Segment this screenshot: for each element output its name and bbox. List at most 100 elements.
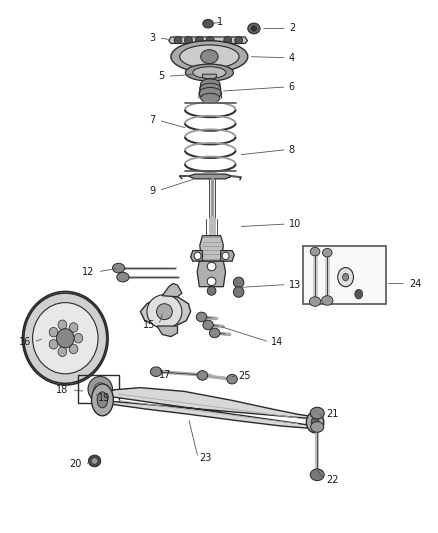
- Ellipse shape: [201, 50, 218, 63]
- Text: 4: 4: [289, 53, 295, 63]
- Text: 7: 7: [149, 115, 155, 125]
- Text: 15: 15: [143, 320, 155, 330]
- Ellipse shape: [113, 263, 125, 273]
- Bar: [78, 375, 119, 403]
- Ellipse shape: [58, 347, 67, 357]
- Ellipse shape: [227, 374, 237, 384]
- Ellipse shape: [209, 328, 220, 338]
- Text: 3: 3: [149, 33, 155, 43]
- Text: 18: 18: [56, 385, 68, 395]
- Ellipse shape: [201, 93, 220, 103]
- Ellipse shape: [171, 41, 248, 72]
- Polygon shape: [169, 37, 247, 43]
- Ellipse shape: [207, 277, 216, 286]
- Polygon shape: [197, 261, 226, 287]
- Ellipse shape: [199, 87, 222, 99]
- Polygon shape: [221, 251, 234, 261]
- Ellipse shape: [207, 287, 216, 295]
- Ellipse shape: [306, 411, 324, 433]
- Polygon shape: [141, 296, 191, 326]
- Text: 8: 8: [289, 144, 295, 155]
- Ellipse shape: [251, 26, 257, 31]
- Ellipse shape: [92, 458, 97, 464]
- Text: 6: 6: [289, 82, 295, 92]
- Ellipse shape: [310, 247, 320, 256]
- Ellipse shape: [309, 297, 321, 306]
- Ellipse shape: [32, 303, 98, 374]
- Polygon shape: [157, 326, 177, 337]
- Bar: [303, 246, 386, 304]
- Ellipse shape: [49, 327, 58, 337]
- Ellipse shape: [117, 272, 129, 282]
- Text: 20: 20: [69, 459, 81, 469]
- Ellipse shape: [203, 320, 213, 330]
- Text: 1: 1: [217, 17, 223, 27]
- Ellipse shape: [207, 262, 216, 271]
- Ellipse shape: [203, 19, 213, 28]
- Ellipse shape: [24, 293, 107, 383]
- Ellipse shape: [194, 252, 201, 260]
- Text: 16: 16: [19, 337, 31, 347]
- Polygon shape: [200, 236, 223, 261]
- Ellipse shape: [97, 392, 108, 408]
- Ellipse shape: [185, 64, 233, 81]
- Ellipse shape: [88, 376, 113, 402]
- Polygon shape: [191, 251, 202, 261]
- Ellipse shape: [99, 398, 105, 405]
- Ellipse shape: [224, 36, 232, 44]
- Text: 5: 5: [158, 71, 164, 82]
- Ellipse shape: [196, 312, 207, 322]
- Text: 2: 2: [289, 23, 295, 34]
- Ellipse shape: [222, 252, 229, 260]
- Ellipse shape: [150, 367, 162, 376]
- Text: 14: 14: [272, 337, 284, 347]
- Polygon shape: [188, 174, 232, 179]
- Ellipse shape: [57, 329, 74, 348]
- Text: 24: 24: [409, 279, 421, 288]
- Ellipse shape: [248, 23, 260, 34]
- Ellipse shape: [69, 322, 78, 332]
- Ellipse shape: [321, 296, 333, 305]
- Text: 12: 12: [82, 267, 95, 277]
- Polygon shape: [100, 387, 315, 428]
- Ellipse shape: [311, 417, 319, 427]
- Ellipse shape: [174, 36, 182, 44]
- Ellipse shape: [193, 67, 226, 78]
- Text: 19: 19: [98, 393, 110, 403]
- Ellipse shape: [311, 422, 324, 432]
- Ellipse shape: [206, 36, 214, 44]
- Polygon shape: [202, 74, 216, 78]
- Text: 17: 17: [159, 370, 171, 381]
- Ellipse shape: [355, 289, 363, 299]
- Text: 23: 23: [199, 453, 212, 463]
- Ellipse shape: [310, 469, 324, 481]
- Ellipse shape: [310, 407, 324, 419]
- Ellipse shape: [58, 320, 67, 329]
- Ellipse shape: [88, 455, 101, 467]
- Ellipse shape: [94, 383, 106, 395]
- Ellipse shape: [322, 248, 332, 257]
- Text: 13: 13: [289, 280, 301, 289]
- Text: 9: 9: [149, 185, 155, 196]
- Ellipse shape: [180, 45, 239, 68]
- Ellipse shape: [69, 344, 78, 354]
- Ellipse shape: [235, 36, 243, 44]
- Ellipse shape: [98, 386, 103, 392]
- Ellipse shape: [343, 273, 349, 281]
- Text: 25: 25: [239, 372, 251, 382]
- Ellipse shape: [147, 295, 182, 329]
- Text: 21: 21: [326, 409, 338, 419]
- Text: 22: 22: [326, 475, 339, 485]
- Ellipse shape: [201, 79, 220, 88]
- Ellipse shape: [338, 268, 353, 287]
- Ellipse shape: [233, 277, 244, 288]
- Ellipse shape: [184, 36, 192, 44]
- Ellipse shape: [49, 340, 58, 349]
- Ellipse shape: [74, 334, 83, 343]
- Ellipse shape: [92, 384, 113, 416]
- Ellipse shape: [200, 83, 221, 94]
- Ellipse shape: [197, 370, 208, 380]
- Ellipse shape: [195, 36, 203, 44]
- Ellipse shape: [156, 304, 172, 320]
- Ellipse shape: [233, 287, 244, 297]
